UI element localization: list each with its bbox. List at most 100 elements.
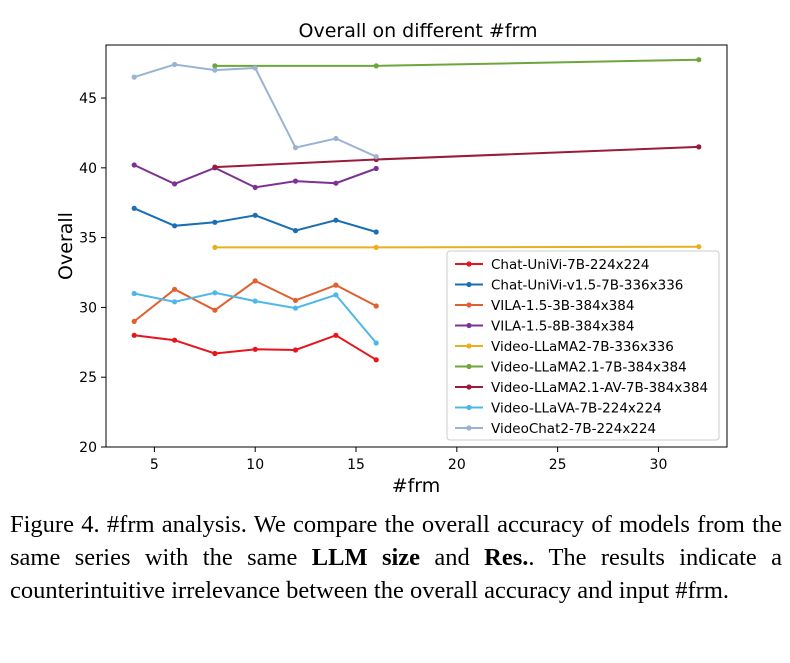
data-point [292,297,299,303]
legend-label: VILA-1.5-8B-384x384 [491,319,634,335]
plot-area [105,44,728,448]
series-3 [131,162,379,190]
data-point [131,74,137,80]
series-1 [131,205,379,235]
data-point [212,63,218,69]
data-point [131,290,137,297]
caption-bold-llm-size: LLM size [311,544,421,571]
data-point [212,219,218,225]
data-point [212,350,218,357]
caption-text-3: . The results indicate a counterintuitiv… [10,544,783,604]
legend-label: Video-LLaVA-7B-224x224 [491,401,662,417]
data-point [373,303,379,309]
legend-label: VideoChat2-7B-224x224 [491,421,656,437]
data-point [373,165,379,172]
y-axis-label: Overall [55,212,77,280]
data-point [172,337,178,343]
data-point [212,164,218,170]
data-point [373,244,379,250]
data-point [373,229,379,235]
data-point [131,205,137,211]
x-tick-label: 10 [246,457,264,473]
series-line [133,63,377,158]
x-tick-label: 20 [448,457,466,473]
chart-title: Overall on different #frm [299,20,538,42]
legend-swatch-marker [466,404,472,411]
data-point [212,307,218,313]
data-point [212,67,218,73]
legend-label: Chat-UniVi-7B-224x224 [491,257,649,273]
series-7 [131,290,379,346]
data-point [252,65,258,71]
data-point [333,332,339,338]
data-point [292,145,299,151]
data-point [252,298,258,304]
data-point [373,154,379,160]
data-point [131,332,137,338]
data-point [131,162,137,168]
data-point [172,286,178,292]
data-point [333,292,339,298]
x-tick-label: 30 [650,457,668,473]
data-point [131,318,137,324]
series-0 [131,332,379,363]
y-tick-label: 40 [79,161,97,177]
data-point [333,282,339,288]
data-point [292,305,299,311]
caption-text-1: #frm analysis. We compare the overall ac… [10,511,782,571]
series-line [214,58,699,67]
data-point [292,228,299,234]
data-point [333,135,339,142]
y-tick-label: 30 [79,300,97,316]
legend-swatch-marker [466,322,472,329]
legend-swatch-marker [466,261,472,267]
legend-label: Video-LLaMA2-7B-336x336 [491,339,674,355]
data-point [373,340,379,346]
figure-caption: Figure 4. #frm analysis. We compare the … [10,508,782,607]
series-6 [212,144,702,170]
series-line [133,164,377,189]
y-tick-label: 25 [79,370,97,386]
legend-box [446,250,720,441]
series-5 [212,57,702,69]
data-point [373,357,379,363]
caption-bold-res: Res. [484,544,529,571]
line-chart: Overall on different #frm 5 10 15 20 25 30 20 2… [55,20,728,497]
data-point [212,290,218,296]
legend-swatch-marker [466,281,472,288]
legend-swatch-marker [466,363,472,370]
series-line [133,207,377,233]
data-point [172,223,178,229]
y-tick-label: 35 [79,231,97,247]
legend-label: Chat-UniVi-v1.5-7B-336x336 [491,278,683,294]
data-point [333,180,339,186]
data-point [696,57,702,63]
data-point [292,178,299,184]
legend-swatch-marker [466,343,472,349]
data-point [212,244,218,250]
y-tick-label: 45 [79,91,97,107]
data-point [172,181,178,187]
x-axis-label: #frm [392,475,441,497]
series-line [214,245,699,249]
data-point [252,278,258,284]
data-point [333,217,339,223]
legend-label: Video-LLaMA2.1-7B-384x384 [491,360,687,376]
x-tick-label: 25 [549,457,567,473]
legend-swatch-marker [466,302,472,308]
caption-label: Figure 4. [10,511,100,538]
x-tick-label: 5 [150,457,159,473]
series-8 [131,61,379,160]
data-point [696,244,702,250]
data-point [373,63,379,69]
legend-label: Video-LLaMA2.1-AV-7B-384x384 [491,380,708,396]
legend: Chat-UniVi-7B-224x224 Chat-UniVi-v1.5-7B-… [446,250,720,441]
series-4 [212,244,702,250]
legend-swatch-marker [466,425,472,431]
caption-text-2: and [420,544,485,571]
legend-label: VILA-1.5-3B-384x384 [491,298,634,314]
data-point [252,184,258,190]
data-point [172,299,178,305]
data-point [292,347,299,353]
legend-swatch-marker [466,384,472,390]
